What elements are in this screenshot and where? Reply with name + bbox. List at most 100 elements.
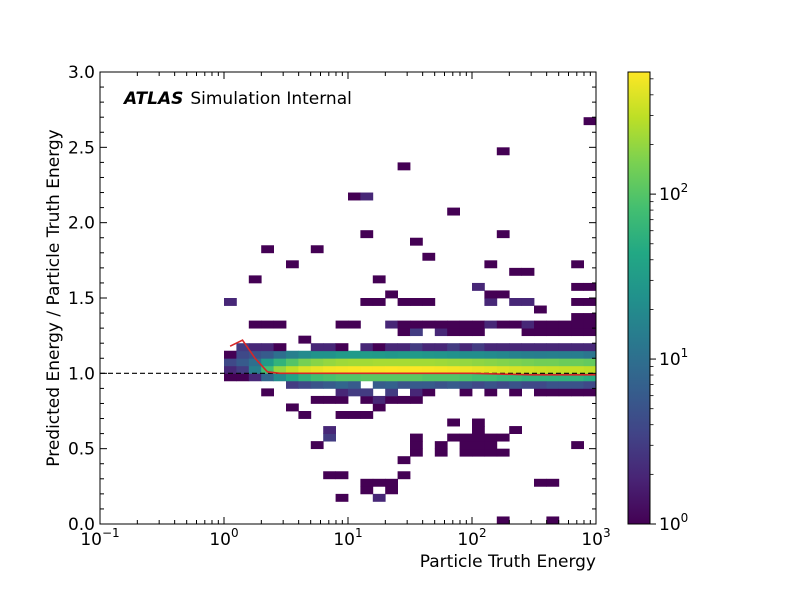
heatmap-cell: [298, 380, 312, 389]
heatmap-cell: [521, 298, 535, 306]
heatmap-cell: [385, 290, 398, 299]
heatmap-cell: [509, 388, 522, 397]
heatmap-cell: [459, 448, 473, 457]
heatmap-cell: [248, 350, 262, 359]
heatmap-cell: [224, 365, 237, 374]
heatmap-cell: [410, 448, 423, 457]
heatmap-cell: [410, 320, 423, 329]
heatmap-cell: [484, 448, 498, 457]
heatmap-cell: [248, 358, 262, 367]
heatmap-cell: [459, 358, 473, 367]
y-axis-label: Predicted Energy / Particle Truth Energy: [44, 129, 64, 467]
heatmap-cell: [397, 456, 411, 465]
heatmap-cell: [335, 380, 349, 389]
heatmap-cell: [385, 373, 398, 382]
heatmap-cell: [434, 350, 448, 359]
heatmap-cell: [348, 388, 361, 397]
heatmap-cell: [372, 298, 386, 306]
heatmap-cell: [509, 267, 522, 276]
heatmap-cell: [496, 320, 510, 329]
heatmap-cell: [323, 358, 336, 367]
heatmap-cell: [534, 373, 547, 382]
y-tick-label: 2.5: [68, 138, 95, 158]
heatmap-cell: [472, 328, 485, 337]
heatmap-cell: [397, 320, 411, 329]
heatmap-cell: [571, 298, 584, 306]
heatmap-cell: [571, 373, 584, 382]
heatmap-cell: [546, 350, 560, 359]
heatmap-cell: [298, 365, 312, 374]
heatmap-cell: [509, 343, 522, 352]
heatmap-cell: [484, 441, 498, 450]
heatmap-cell: [397, 162, 411, 171]
heatmap-cell: [496, 343, 510, 352]
heatmap-cell: [459, 441, 473, 450]
heatmap-cell: [360, 343, 374, 352]
heatmap-cell: [422, 252, 436, 261]
heatmap-cell: [472, 350, 485, 359]
heatmap-cell: [546, 365, 560, 374]
heatmap-cell: [583, 313, 596, 321]
heatmap-cell: [484, 433, 498, 442]
heatmap-cell: [534, 478, 547, 487]
heatmap-cell: [397, 343, 411, 352]
heatmap-cell: [335, 395, 349, 404]
heatmap-cell: [484, 388, 498, 397]
heatmap-cell: [422, 358, 436, 367]
heatmap-cell: [521, 350, 535, 359]
heatmap-cell: [583, 373, 596, 382]
heatmap-cell: [397, 373, 411, 382]
heatmap-cell: [558, 350, 572, 359]
heatmap-cell: [546, 388, 560, 397]
heatmap-cell: [447, 418, 460, 427]
heatmap-cell: [558, 373, 572, 382]
heatmap-cell: [472, 358, 485, 367]
heatmap-cell: [323, 373, 336, 382]
heatmap-cell: [571, 441, 584, 450]
heatmap-cell: [410, 328, 423, 337]
heatmap-cell: [509, 350, 522, 359]
heatmap-cell: [434, 320, 448, 329]
heatmap-cell: [335, 471, 349, 480]
heatmap-cell: [286, 365, 299, 374]
heatmap-cell: [571, 380, 584, 389]
heatmap-cell: [372, 493, 386, 502]
heatmap-cell: [558, 358, 572, 367]
heatmap-cell: [521, 380, 535, 389]
heatmap-cell: [397, 395, 411, 404]
heatmap-cell: [273, 373, 287, 382]
heatmap-cell: [558, 328, 572, 337]
heatmap-cell: [372, 373, 386, 382]
heatmap-cell: [372, 350, 386, 359]
heatmap-cell: [496, 358, 510, 367]
heatmap-cell: [484, 290, 498, 299]
heatmap-cell: [248, 343, 262, 352]
heatmap-cell: [348, 380, 361, 389]
heatmap-cell: [459, 365, 473, 374]
heatmap-cell: [434, 358, 448, 367]
heatmap-cell: [298, 335, 312, 344]
heatmap-cell: [298, 358, 312, 367]
heatmap-cell: [372, 343, 386, 352]
heatmap-cell: [273, 365, 287, 374]
heatmap-cell: [360, 373, 374, 382]
heatmap-cell: [236, 343, 250, 352]
x-axis-label: Particle Truth Energy: [420, 552, 596, 572]
heatmap-cell: [534, 388, 547, 397]
y-tick-labels: 0.0 0.5 1.0 1.5 2.0 2.5 3.0: [68, 63, 95, 535]
colorbar-tick-label: 101: [659, 346, 688, 370]
heatmap-cell: [372, 365, 386, 374]
heatmap-cell: [583, 320, 596, 329]
heatmap-cell: [360, 350, 374, 359]
heatmap-cell: [236, 373, 250, 382]
heatmap-cell: [286, 373, 299, 382]
heatmap-cell: [484, 298, 498, 306]
heatmap-cell: [571, 320, 584, 329]
heatmap-cell: [360, 358, 374, 367]
heatmap-cell: [422, 388, 436, 397]
heatmap-cell: [484, 320, 498, 329]
heatmap-cell: [323, 365, 336, 374]
heatmap-cell: [410, 343, 423, 352]
heatmap-cell: [372, 380, 386, 389]
